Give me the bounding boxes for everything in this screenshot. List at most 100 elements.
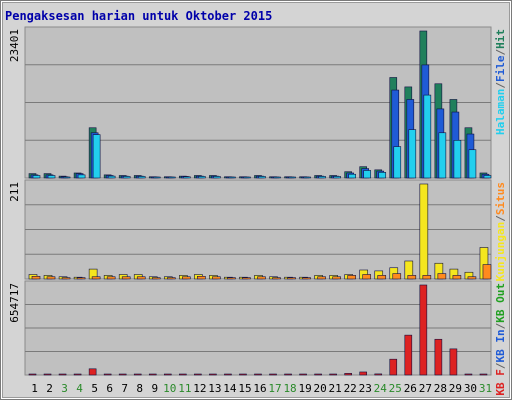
x-tick-label-14: 14 bbox=[223, 382, 237, 395]
bar-situs-day-19 bbox=[302, 277, 311, 280]
x-tick-label-26: 26 bbox=[404, 382, 417, 395]
chart-title: Pengaksesan harian untuk Oktober 2015 bbox=[5, 9, 272, 23]
bar-situs-day-11 bbox=[182, 276, 191, 280]
bar-kb-f-day-20 bbox=[314, 373, 322, 376]
bar-kb-f-day-6 bbox=[103, 373, 112, 376]
bar-situs-day-8 bbox=[136, 276, 146, 280]
bar-situs-day-7 bbox=[121, 276, 131, 280]
bar-halaman-day-31 bbox=[483, 175, 492, 179]
legend-item: / bbox=[494, 49, 507, 56]
legend-item: Kunjungan bbox=[494, 222, 507, 282]
bar-halaman-day-16 bbox=[258, 176, 266, 179]
y-max-label: 23401 bbox=[8, 29, 21, 62]
bar-halaman-day-28 bbox=[438, 132, 447, 179]
legend-item: / bbox=[494, 82, 507, 89]
bar-kb-f-day-19 bbox=[299, 373, 307, 376]
bar-halaman-day-20 bbox=[318, 176, 326, 179]
bar-halaman-day-27 bbox=[423, 94, 432, 179]
bar-kb-f-day-22 bbox=[344, 373, 352, 376]
x-tick-label-29: 29 bbox=[449, 382, 462, 395]
bar-halaman-day-9 bbox=[152, 176, 161, 179]
bar-kb-f-day-27 bbox=[419, 284, 428, 376]
bar-situs-day-30 bbox=[467, 276, 477, 280]
bar-situs-day-26 bbox=[407, 275, 417, 280]
bar-kb-f-day-3 bbox=[58, 373, 67, 376]
legend-item: / bbox=[494, 322, 507, 329]
legend-item: Hit bbox=[494, 29, 507, 49]
x-tick-label-1: 1 bbox=[31, 382, 38, 395]
chart-panels: 23401Halaman/File/Hit211Kunjungan/Situs6… bbox=[8, 26, 507, 396]
legend-item: KB In bbox=[494, 329, 507, 362]
legend-kbytes: KB F/KB In/KB Out bbox=[494, 283, 507, 396]
bar-halaman-day-10 bbox=[167, 176, 176, 179]
bar-kb-f-day-7 bbox=[118, 373, 127, 376]
x-tick-label-24: 24 bbox=[374, 382, 388, 395]
bar-halaman-day-4 bbox=[77, 174, 86, 179]
bar-halaman-day-24 bbox=[378, 172, 387, 179]
x-tick-label-18: 18 bbox=[283, 382, 296, 395]
bar-halaman-day-11 bbox=[183, 176, 191, 179]
bar-situs-day-5 bbox=[91, 276, 101, 280]
bar-kunjungan-day-27 bbox=[419, 183, 429, 280]
bar-situs-day-21 bbox=[332, 276, 341, 280]
x-tick-label-30: 30 bbox=[464, 382, 477, 395]
bar-situs-day-18 bbox=[287, 277, 296, 280]
bar-halaman-day-23 bbox=[363, 170, 372, 179]
bar-situs-day-20 bbox=[317, 276, 326, 280]
bar-situs-day-12 bbox=[197, 275, 206, 280]
bar-halaman-day-15 bbox=[243, 176, 251, 179]
bar-halaman-day-29 bbox=[453, 140, 462, 179]
x-tick-label-5: 5 bbox=[91, 382, 98, 395]
bar-kb-f-day-9 bbox=[148, 373, 157, 376]
bar-kb-f-day-2 bbox=[43, 373, 52, 376]
x-tick-label-27: 27 bbox=[419, 382, 432, 395]
legend-item: File bbox=[494, 55, 507, 82]
x-tick-label-15: 15 bbox=[238, 382, 251, 395]
bar-halaman-day-18 bbox=[288, 176, 296, 179]
x-tick-label-19: 19 bbox=[298, 382, 311, 395]
x-tick-label-21: 21 bbox=[329, 382, 342, 395]
bar-kb-f-day-5 bbox=[88, 368, 97, 376]
legend-item: Halaman bbox=[494, 89, 507, 135]
x-tick-label-4: 4 bbox=[76, 382, 83, 395]
bar-situs-day-1 bbox=[31, 275, 41, 280]
bar-situs-day-22 bbox=[347, 275, 356, 280]
x-tick-label-7: 7 bbox=[121, 382, 128, 395]
bar-halaman-day-1 bbox=[32, 175, 41, 179]
bar-halaman-day-19 bbox=[303, 176, 311, 179]
x-tick-label-13: 13 bbox=[208, 382, 221, 395]
bar-kb-f-day-11 bbox=[179, 373, 187, 376]
legend-hits-files-pages: Halaman/File/Hit bbox=[494, 29, 507, 135]
bar-kb-f-day-30 bbox=[464, 373, 473, 376]
x-tick-label-10: 10 bbox=[163, 382, 176, 395]
x-tick-label-28: 28 bbox=[434, 382, 447, 395]
legend-item: KB Out bbox=[494, 283, 507, 323]
bar-halaman-day-12 bbox=[198, 176, 206, 179]
x-tick-label-20: 20 bbox=[314, 382, 327, 395]
x-tick-label-12: 12 bbox=[193, 382, 206, 395]
x-tick-label-16: 16 bbox=[253, 382, 266, 395]
panel-visits-sites: 211 Kunjungan/Situs bbox=[8, 179, 507, 282]
bar-situs-day-16 bbox=[257, 276, 266, 280]
bar-halaman-day-14 bbox=[228, 176, 236, 179]
bar-halaman-day-25 bbox=[393, 146, 402, 179]
bar-kb-f-day-8 bbox=[133, 373, 142, 376]
legend-item: / bbox=[494, 215, 507, 222]
x-axis-labels: 1 2 3 4 5 6 7 8 9 10 11 12 13 14 15 16 17 18 19 20 21 22 23 24 2… bbox=[31, 382, 492, 395]
y-max-label: 654717 bbox=[8, 283, 21, 323]
bar-kb-f-day-31 bbox=[479, 373, 488, 376]
x-tick-label-8: 8 bbox=[136, 382, 143, 395]
bar-kb-f-day-29 bbox=[449, 348, 458, 376]
bar-halaman-day-26 bbox=[408, 129, 417, 179]
bar-halaman-day-21 bbox=[333, 176, 341, 179]
bar-situs-day-29 bbox=[452, 275, 462, 280]
bar-situs-day-14 bbox=[227, 277, 236, 280]
x-tick-label-2: 2 bbox=[46, 382, 53, 395]
bar-situs-day-23 bbox=[362, 274, 372, 280]
bar-kb-f-day-17 bbox=[269, 373, 277, 376]
bar-kb-f-day-4 bbox=[73, 373, 82, 376]
bar-halaman-day-17 bbox=[273, 176, 281, 179]
bar-situs-day-28 bbox=[437, 273, 447, 280]
bar-situs-day-24 bbox=[377, 275, 387, 280]
panel-kbytes: 654717 KB F/KB In/KB Out bbox=[8, 280, 507, 396]
